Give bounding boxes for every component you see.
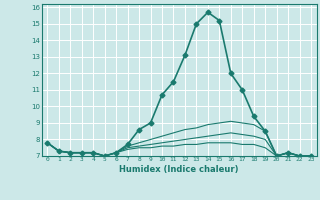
- X-axis label: Humidex (Indice chaleur): Humidex (Indice chaleur): [119, 165, 239, 174]
